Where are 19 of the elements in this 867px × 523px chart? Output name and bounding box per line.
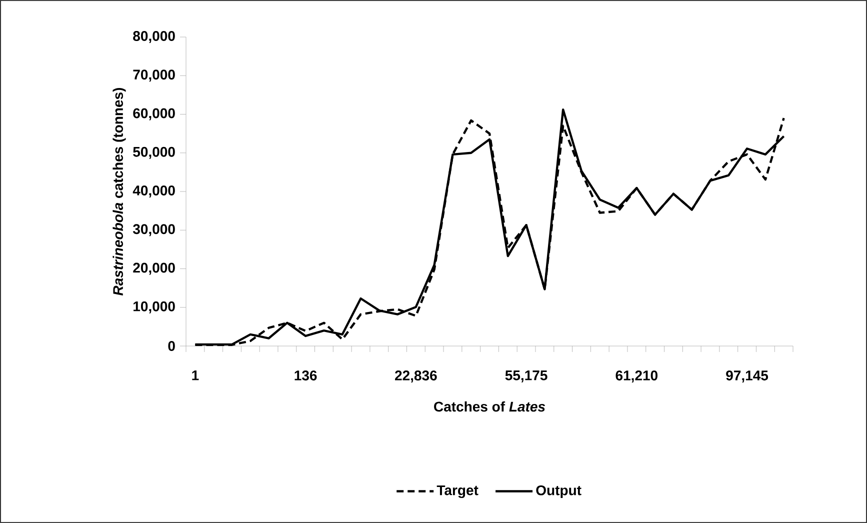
y-tick-label: 80,000: [133, 31, 175, 43]
y-tick-label: 70,000: [133, 70, 175, 82]
x-tick-label: 61,210: [616, 370, 658, 382]
y-tick-label: 0: [168, 341, 175, 351]
y-tick-label: 10,000: [134, 301, 175, 314]
legend-label: Output: [536, 485, 582, 498]
y-tick-label: 40,000: [132, 186, 175, 198]
x-tick-label: 97,145: [726, 370, 768, 382]
y-tick-label: 50,000: [133, 146, 175, 159]
y-tick-label: 60,000: [133, 108, 175, 120]
y-tick-label: 20,000: [133, 262, 175, 275]
legend-label: Target: [436, 485, 478, 498]
y-tick-label: 30,000: [132, 224, 175, 236]
x-tick-label: 136: [294, 370, 317, 380]
y-axis-title: Rastrineobola catches (tonnes): [112, 88, 126, 296]
x-tick-label: 55,175: [505, 370, 548, 382]
x-tick-label: 1: [192, 370, 199, 380]
x-axis-title: Catches of Lates: [434, 401, 546, 412]
x-tick-label: 22,836: [395, 370, 437, 382]
